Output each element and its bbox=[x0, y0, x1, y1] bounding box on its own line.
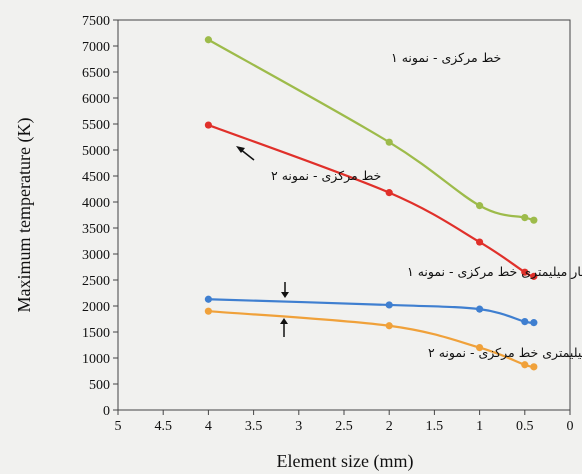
series-2-point bbox=[385, 189, 393, 197]
annotation-red: خط مرکزی - نمونه ۲ bbox=[271, 168, 381, 184]
y-tick-label: 500 bbox=[89, 378, 110, 393]
annotation-green: خط مرکزی - نمونه ۱ bbox=[391, 50, 501, 66]
annotation-blue: چهار میلیمتری خط مرکزی - نمونه ۱ bbox=[407, 264, 582, 280]
x-tick-label: 2.5 bbox=[335, 419, 353, 434]
y-tick-label: 6500 bbox=[82, 66, 110, 81]
series-1-point bbox=[385, 138, 393, 146]
arrow-orange-head bbox=[280, 318, 288, 324]
x-tick-label: 0.5 bbox=[516, 419, 534, 434]
plot-area bbox=[117, 19, 571, 411]
arrow-blue-head bbox=[281, 292, 289, 298]
y-axis-ticks: 0 500 1000 1500 2000 2500 3000 3500 4000 4500 5000… bbox=[82, 14, 118, 419]
x-tick-label: 3.5 bbox=[245, 419, 263, 434]
y-tick-label: 7000 bbox=[82, 40, 110, 55]
y-tick-label: 4500 bbox=[82, 170, 110, 185]
series-1-point bbox=[204, 36, 212, 44]
y-tick-label: 1500 bbox=[82, 326, 110, 341]
series-2-point bbox=[521, 268, 529, 276]
x-tick-label: 3 bbox=[295, 419, 302, 434]
series-3-point bbox=[476, 305, 484, 313]
y-tick-label: 7500 bbox=[82, 14, 110, 29]
series-4-point bbox=[521, 361, 529, 369]
series-2-point bbox=[204, 121, 212, 129]
y-tick-label: 5500 bbox=[82, 118, 110, 133]
x-tick-label: 4 bbox=[205, 419, 212, 434]
series-3-point bbox=[521, 318, 529, 326]
series-3-point bbox=[385, 301, 393, 309]
series-2-point bbox=[476, 238, 484, 246]
y-tick-label: 2500 bbox=[82, 274, 110, 289]
x-tick-label: 0 bbox=[567, 419, 574, 434]
series-4-point bbox=[385, 322, 393, 330]
series-3-point bbox=[530, 319, 538, 327]
x-tick-label: 4.5 bbox=[154, 419, 172, 434]
x-tick-label: 5 bbox=[115, 419, 122, 434]
y-tick-label: 0 bbox=[103, 404, 110, 419]
series-4-point bbox=[530, 363, 538, 371]
series-1-point bbox=[530, 216, 538, 224]
y-tick-label: 2000 bbox=[82, 300, 110, 315]
y-tick-label: 3500 bbox=[82, 222, 110, 237]
series-2-point bbox=[530, 272, 538, 280]
x-tick-label: 2 bbox=[386, 419, 393, 434]
x-axis-ticks: 5 4.5 4 3.5 3 2.5 2 1.5 1 0.5 0 bbox=[115, 410, 574, 434]
series-4-point bbox=[204, 307, 212, 315]
series-1-point bbox=[521, 214, 529, 222]
x-axis-title: Element size (mm) bbox=[277, 451, 414, 472]
y-axis-title: Maximum temperature (K) bbox=[14, 118, 35, 313]
series-3-point bbox=[204, 295, 212, 303]
annotation-orange: چهار میلیمتری خط مرکزی - نمونه ۲ bbox=[428, 345, 582, 361]
y-tick-label: 5000 bbox=[82, 144, 110, 159]
x-tick-label: 1.5 bbox=[426, 419, 444, 434]
y-tick-label: 6000 bbox=[82, 92, 110, 107]
arrow-red-head bbox=[236, 146, 245, 153]
series-layer bbox=[204, 36, 538, 371]
x-tick-label: 1 bbox=[476, 419, 483, 434]
y-tick-label: 1000 bbox=[82, 352, 110, 367]
series-4-point bbox=[476, 344, 484, 352]
y-tick-label: 3000 bbox=[82, 248, 110, 263]
series-1-point bbox=[476, 202, 484, 210]
y-tick-label: 4000 bbox=[82, 196, 110, 211]
